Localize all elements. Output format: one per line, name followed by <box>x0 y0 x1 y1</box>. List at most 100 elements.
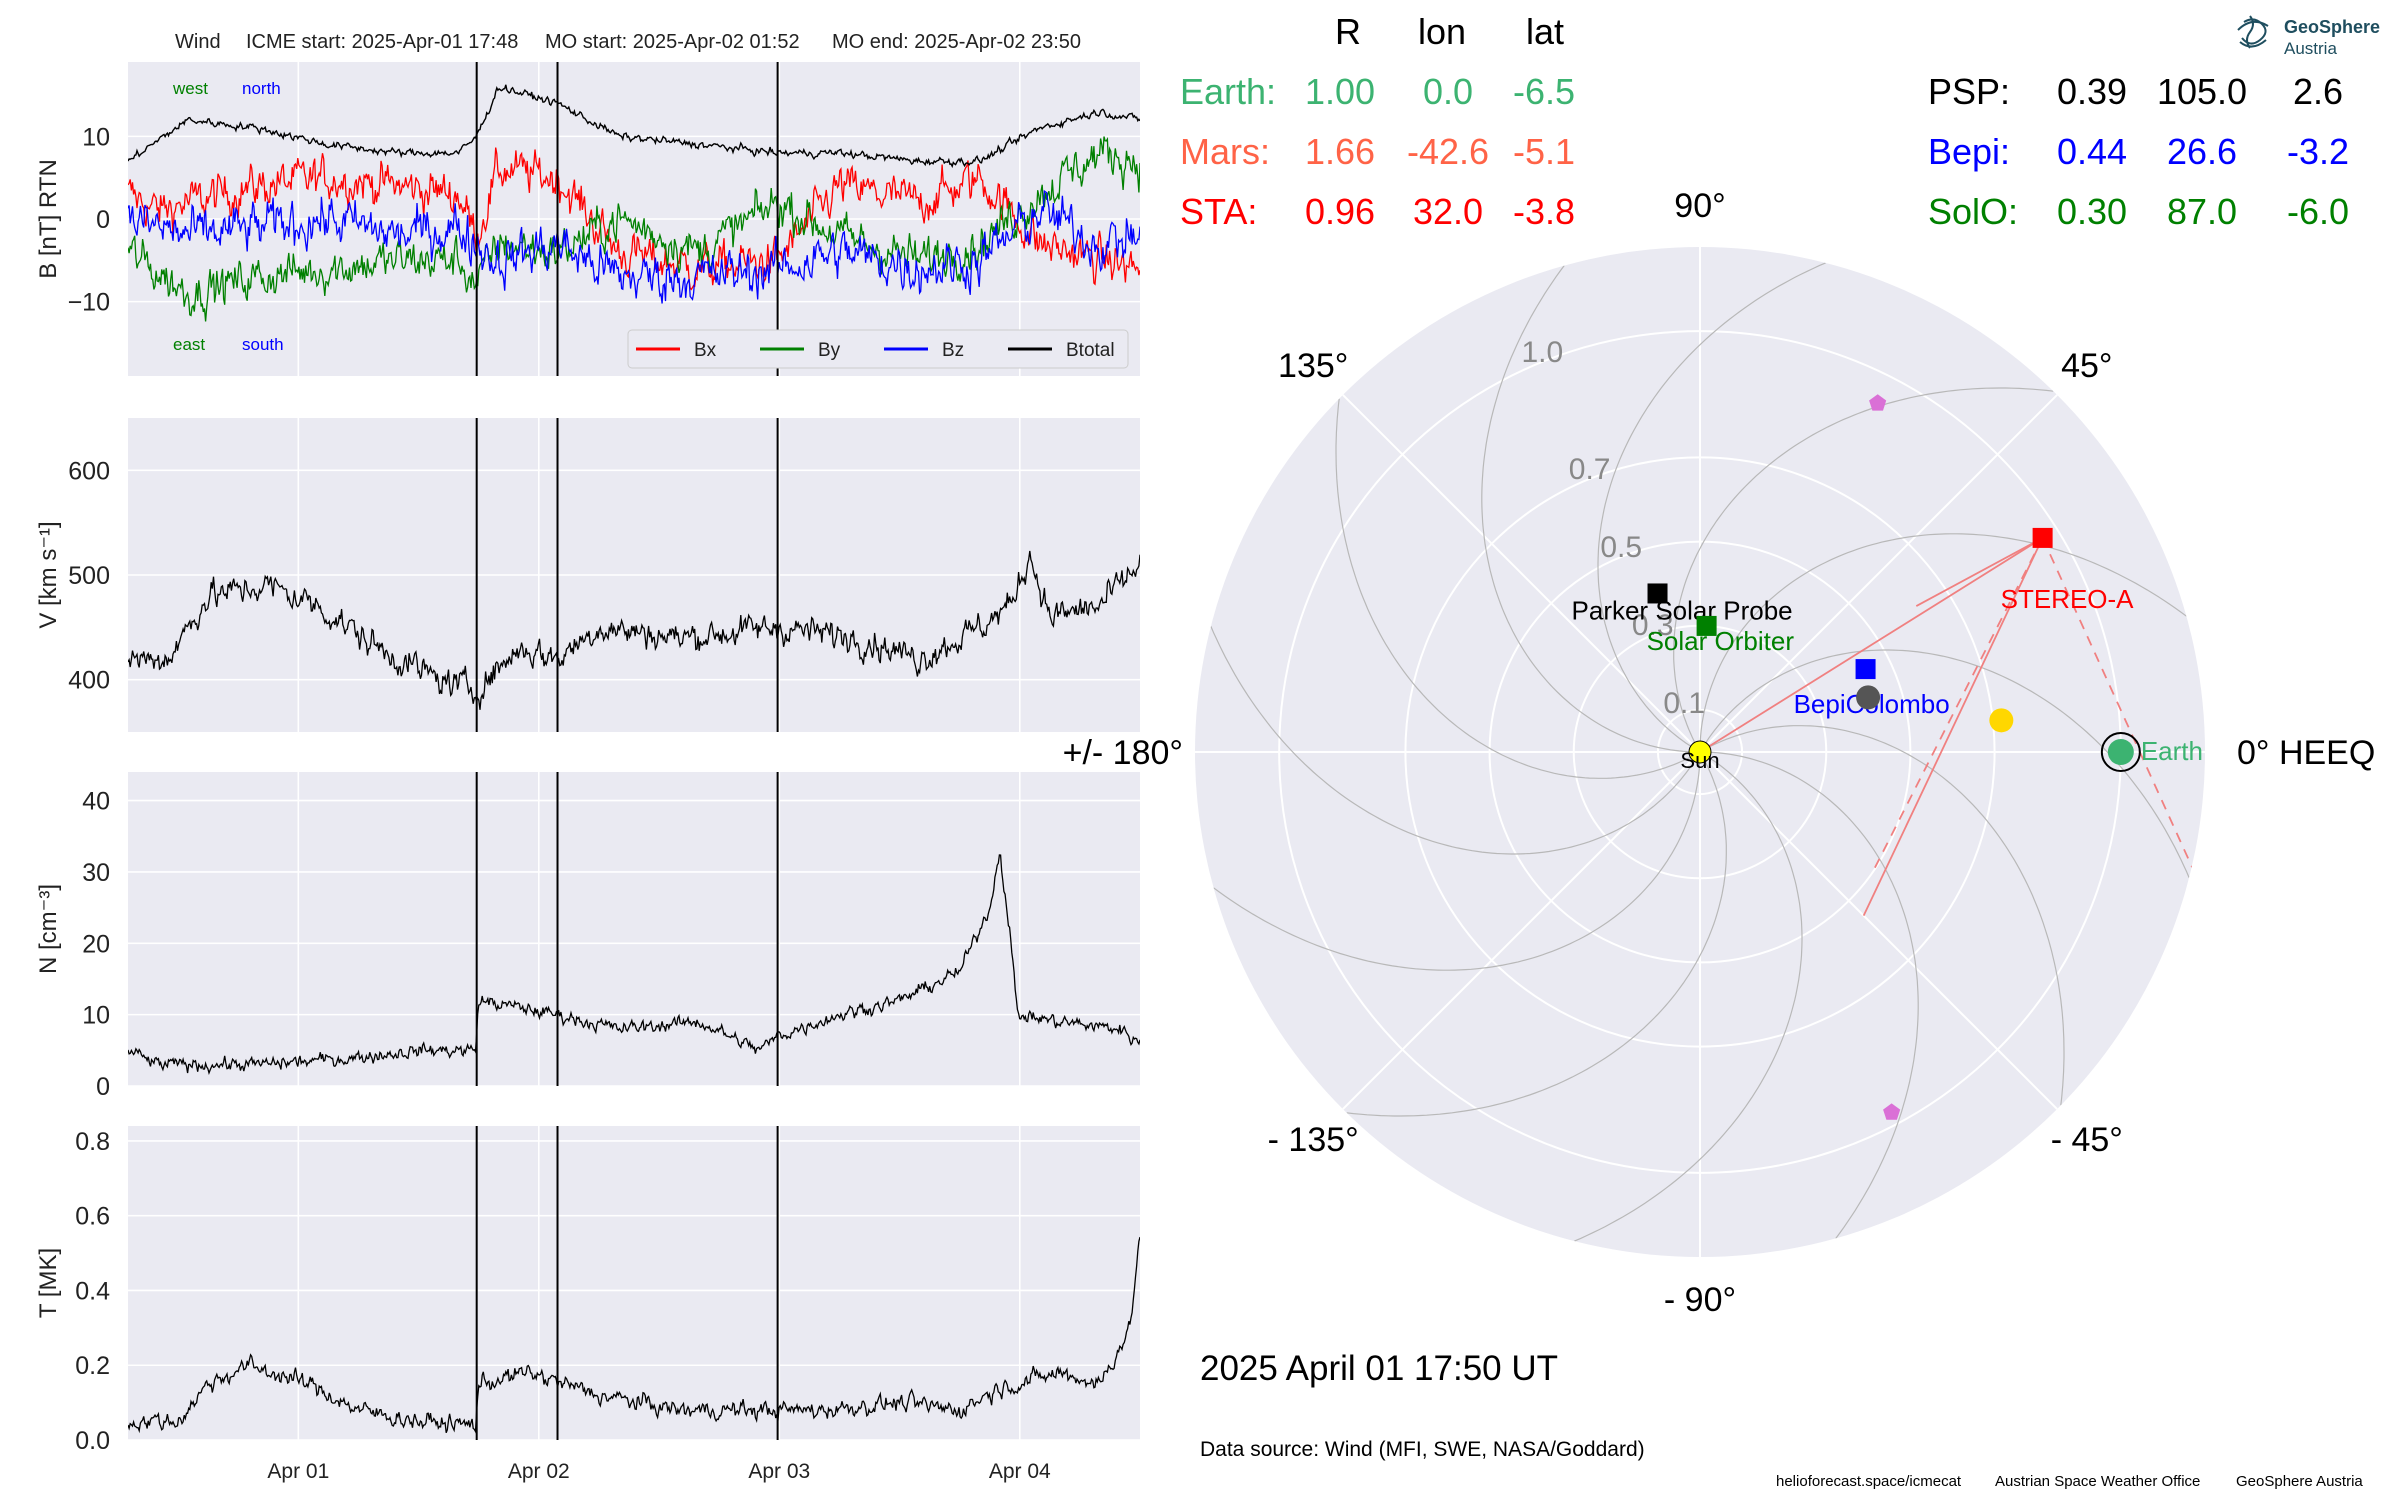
polar-angle-label: 135° <box>1278 347 1348 385</box>
panel-T-xtick-label: Apr 01 <box>267 1460 329 1483</box>
panel-T-ytick-label: 0.6 <box>75 1203 110 1231</box>
series-t-line <box>128 1236 1140 1434</box>
table-row-sta-name: STA: <box>1180 191 1257 232</box>
parker-spiral-line <box>1210 626 1701 855</box>
table-row-psp-name: PSP: <box>1928 71 2010 112</box>
panel-B-ytick-label: 0 <box>96 206 110 234</box>
footer: helioforecast.space/icmecat Austrian Spa… <box>1776 1473 2363 1490</box>
panel-B-ylabel: B [nT] RTN <box>35 159 62 279</box>
table-row-sta-r: 0.96 <box>1305 191 1375 232</box>
table-row-bepi-lat: -3.2 <box>2287 131 2349 172</box>
table-row-mars-lat: -5.1 <box>1513 131 1575 172</box>
panel-N-ylabel: N [cm⁻³] <box>35 884 62 974</box>
panel-T-ytick-label: 0.2 <box>75 1352 110 1380</box>
series-by-line <box>128 136 1140 322</box>
table-row-bepi-r: 0.44 <box>2057 131 2127 172</box>
parker-spiral-line <box>1699 649 2190 878</box>
table-row-earth-lon: 0.0 <box>1423 71 1473 112</box>
panel-N-ytick-label: 30 <box>82 859 110 887</box>
table-row-sta-lat: -3.8 <box>1513 191 1575 232</box>
legend-label-btotal: Btotal <box>1066 340 1115 361</box>
timestamp: 2025 April 01 17:50 UT <box>1200 1349 1558 1388</box>
polar-angle-label: 0° HEEQ <box>2237 734 2375 772</box>
table-row-earth-r: 1.00 <box>1305 71 1375 112</box>
logo-line2: Austria <box>2284 39 2337 58</box>
parker-spiral-line <box>1481 265 1700 753</box>
stereo-a-field-line-3 <box>2041 537 2205 898</box>
body-bepicolombo-marker <box>1855 659 1876 680</box>
body-solar-orbiter-marker <box>1696 615 1717 636</box>
body-stereo-a-label: STEREO-A <box>2001 584 2135 614</box>
stereo-a-field-lines <box>1699 537 2205 917</box>
panel-T-xtick-label: Apr 04 <box>989 1460 1051 1483</box>
panel-N-ytick-label: 40 <box>82 788 110 816</box>
b-legend: Bx By Bz Btotal <box>627 329 1129 369</box>
table-row-mars-name: Mars: <box>1180 131 1270 172</box>
stereo-a-field-line-1 <box>1862 537 2044 917</box>
panel-N-background <box>128 772 1140 1086</box>
panel-B-ytick-label: 10 <box>82 123 110 151</box>
header-mo-start: MO start: 2025-Apr-02 01:52 <box>545 31 800 53</box>
series-n-line <box>128 854 1140 1075</box>
table-header-lat: lat <box>1526 11 1564 52</box>
legend-label-bz: Bz <box>942 340 964 361</box>
polar-r-tick-label: 1.0 <box>1521 336 1563 369</box>
table-row-bepi-name: Bepi: <box>1928 131 2010 172</box>
polar-angle-label: 45° <box>2061 347 2112 385</box>
polar-r-tick-label: 0.1 <box>1663 687 1705 720</box>
stereo-a-field-line-0 <box>1699 537 2044 753</box>
panel-B: −10 0 10 B [nT] RTN west north east south Bx By Bz… <box>35 62 1140 376</box>
panel-N-ytick-label: 10 <box>82 1002 110 1030</box>
panel-T-xtick-label: Apr 02 <box>508 1460 570 1483</box>
table-row-solo-r: 0.30 <box>2057 191 2127 232</box>
table-row-bepi-lon: 26.6 <box>2167 131 2237 172</box>
polar-r-tick-label: 0.5 <box>1600 531 1642 564</box>
table-header-r: R <box>1335 11 1361 52</box>
series-bx-line <box>128 147 1140 291</box>
series-v-line <box>128 550 1140 710</box>
legend-label-bx: Bx <box>694 340 717 361</box>
panel-T: 0.0 0.2 0.4 0.6 0.8 Apr 01 Apr 02 Apr 03 Apr 04 T… <box>35 1126 1140 1483</box>
footer-site: helioforecast.space/icmecat <box>1776 1473 1962 1490</box>
parker-spiral-line <box>1700 751 1919 1239</box>
stereo-a-field-line-2 <box>1871 537 2044 874</box>
panel-V: 400 500 600 V [km s⁻¹] <box>35 418 1140 732</box>
parker-spiral-line <box>1574 751 1803 1242</box>
panel-V-ytick-label: 400 <box>68 667 110 695</box>
logo-line1: GeoSphere <box>2284 17 2380 37</box>
table-row-earth-lat: -6.5 <box>1513 71 1575 112</box>
table-left-rows: Earth: 1.00 0.0 -6.5 Mars: 1.66 -42.6 -5.1 STA: 0… <box>1180 71 1575 232</box>
table-header-lon: lon <box>1418 11 1466 52</box>
footer-org: GeoSphere Austria <box>2236 1473 2363 1490</box>
body-pentagon-south-marker <box>1883 1103 1901 1120</box>
header-icme-start: ICME start: 2025-Apr-01 17:48 <box>246 31 518 53</box>
table-row-mars-lon: -42.6 <box>1407 131 1489 172</box>
parker-spiral-line <box>1699 533 2187 752</box>
timeseries-panels: −10 0 10 B [nT] RTN west north east south Bx By Bz… <box>35 62 1140 1483</box>
body-parker-solar-probe-label: Parker Solar Probe <box>1572 595 1793 625</box>
body-earth-label: Earth <box>2141 736 2203 766</box>
series-btotal-line <box>128 84 1140 169</box>
table-row-psp-lon: 105.0 <box>2157 71 2247 112</box>
logo-icon <box>2237 15 2269 49</box>
parker-spiral-line <box>1346 751 1727 1117</box>
polar-angle-label: - 90° <box>1664 1281 1736 1319</box>
body-parker-solar-probe-marker <box>1647 583 1668 604</box>
annotation-south: south <box>242 335 284 354</box>
polar-angle-line <box>1342 394 1701 753</box>
annotation-north: north <box>242 79 281 98</box>
panel-V-ytick-label: 500 <box>68 562 110 590</box>
body-solar-orbiter-label: Solar Orbiter <box>1647 626 1795 656</box>
footer-office: Austrian Space Weather Office <box>1995 1473 2200 1490</box>
table-row-psp-r: 0.39 <box>2057 71 2127 112</box>
polar-angle-label: 90° <box>1674 187 1725 225</box>
body-sun-label: Sun <box>1680 748 1719 773</box>
polar-angle-label: - 45° <box>2051 1121 2123 1159</box>
panel-T-ylabel: T [MK] <box>35 1248 62 1318</box>
parker-spiral-line <box>1597 262 1826 753</box>
timeseries-header: Wind ICME start: 2025-Apr-01 17:48 MO st… <box>175 31 1081 53</box>
table-row-solo-lon: 87.0 <box>2167 191 2237 232</box>
polar-plot: 0.1 0.3 0.5 0.7 1.0 0° HEEQ 45° 90° 135° +/- 180°… <box>1063 187 2376 1319</box>
table-row-mars-r: 1.66 <box>1305 131 1375 172</box>
